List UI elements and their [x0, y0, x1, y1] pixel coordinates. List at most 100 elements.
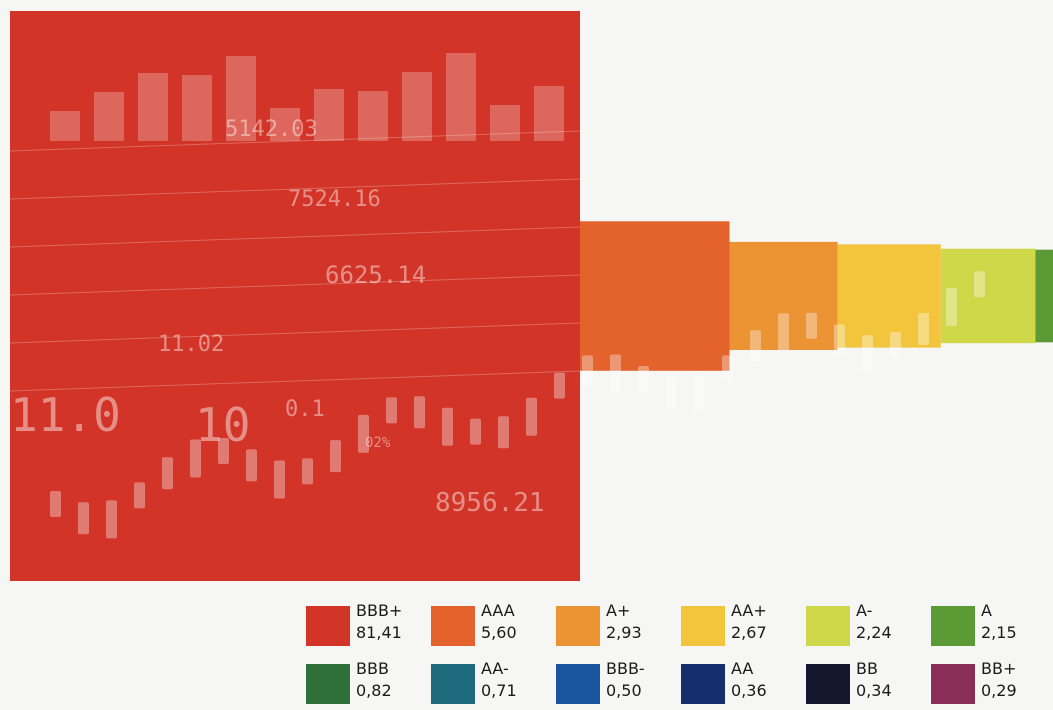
legend-label: A — [981, 601, 992, 620]
decor-bar — [270, 108, 300, 141]
decor-bar — [314, 89, 344, 141]
legend-label: AA — [731, 659, 754, 678]
square-a-minusplus — [729, 241, 838, 350]
decor-line — [9, 226, 581, 248]
decor-candle — [190, 439, 201, 478]
decor-figure: 5142.03 — [225, 117, 318, 142]
decor-bar — [446, 53, 476, 141]
background-decoration: 5142.03 7524.16 6625.14 11.02 8956.21 11.0 10 0… — [9, 53, 985, 539]
legend-value: 0,50 — [606, 681, 642, 700]
decor-figure: 6625.14 — [325, 261, 426, 289]
decor-candle — [358, 414, 369, 453]
legend-value: 0,71 — [481, 681, 517, 700]
legend-swatch — [556, 606, 600, 646]
chart-area: 5142.03 7524.16 6625.14 11.02 8956.21 11.0 10 0… — [9, 11, 1053, 581]
legend-value: 81,41 — [356, 623, 402, 642]
decor-candle — [470, 418, 481, 445]
decor-candle — [246, 449, 257, 482]
legend-label: BBB- — [606, 659, 645, 678]
decor-candle — [134, 482, 145, 509]
legend-value: 2,93 — [606, 623, 642, 642]
decor-figure: 8956.21 — [435, 488, 545, 518]
legend-value: 2,67 — [731, 623, 767, 642]
decor-candle — [974, 271, 985, 298]
decor-bar — [94, 92, 124, 141]
legend-label: AA- — [481, 659, 509, 678]
decor-figure: 11.0 — [10, 388, 121, 442]
legend-label: A+ — [606, 601, 631, 620]
legend-value: 0,82 — [356, 681, 392, 700]
decor-line — [9, 370, 581, 392]
legend-text: AAA 5,60 — [481, 600, 517, 644]
decor-candle — [694, 374, 705, 413]
legend-value: 0,34 — [856, 681, 892, 700]
legend-swatch — [556, 664, 600, 704]
square-aa-minusplus — [837, 244, 941, 348]
legend-swatch — [431, 664, 475, 704]
decor-candle — [50, 491, 61, 517]
decor-line — [9, 274, 581, 296]
legend-item: A- 2,24 — [806, 600, 931, 650]
decor-candle — [834, 324, 845, 357]
legend-item: BB 0,34 — [806, 658, 931, 708]
legend-item: AAA 5,60 — [431, 600, 556, 650]
decor-candle — [106, 500, 117, 539]
legend-text: A+ 2,93 — [606, 600, 642, 644]
decor-bar — [402, 72, 432, 141]
legend-item: AA+ 2,67 — [681, 600, 806, 650]
legend-item: BBB 0,82 — [306, 658, 431, 708]
decor-bar — [138, 73, 168, 141]
legend-swatch — [681, 606, 725, 646]
legend-item: A+ 2,93 — [556, 600, 681, 650]
legend-text: A 2,15 — [981, 600, 1017, 644]
legend-swatch — [681, 664, 725, 704]
decor-line — [9, 178, 581, 200]
legend-swatch — [931, 664, 975, 704]
legend-item: AA- 0,71 — [431, 658, 556, 708]
legend: BBB+ 81,41 AAA 5,60 A+ 2,93 AA+ 2,67 A- 2,24 A 2,15… — [306, 600, 1053, 710]
legend-item: BBB+ 81,41 — [306, 600, 431, 650]
decor-candle — [330, 440, 341, 473]
decor-candle — [218, 437, 229, 464]
decor-candle — [498, 416, 509, 449]
decor-candle — [610, 354, 621, 393]
legend-value: 2,15 — [981, 623, 1017, 642]
decor-candle — [582, 355, 593, 388]
legend-label: BBB+ — [356, 601, 403, 620]
decor-candle — [638, 366, 649, 393]
square-bbb-minusplus — [10, 11, 580, 581]
legend-swatch — [306, 606, 350, 646]
legend-text: AA 0,36 — [731, 658, 767, 702]
decor-candle — [806, 312, 817, 339]
legend-text: AA+ 2,67 — [731, 600, 767, 644]
legend-label: BBB — [356, 659, 389, 678]
decor-line — [9, 130, 581, 152]
decor-candle — [162, 457, 173, 490]
squares-group — [10, 11, 1053, 581]
decor-candle — [722, 355, 733, 382]
decor-candle — [442, 407, 453, 446]
legend-swatch — [806, 606, 850, 646]
decor-figure: 10 — [195, 398, 250, 452]
legend-label: A- — [856, 601, 873, 620]
decor-bar — [50, 111, 80, 141]
legend-item: BBB- 0,50 — [556, 658, 681, 708]
legend-value: 2,24 — [856, 623, 892, 642]
legend-text: BBB+ 81,41 — [356, 600, 402, 644]
decor-candle — [274, 460, 285, 499]
decor-bar — [182, 75, 212, 141]
decor-candle — [554, 372, 565, 399]
decor-candle — [862, 335, 873, 374]
decor-candle — [918, 313, 929, 346]
square-a-minus — [940, 248, 1036, 344]
legend-label: BB+ — [981, 659, 1017, 678]
decor-candle — [386, 397, 397, 424]
legend-value: 0,36 — [731, 681, 767, 700]
decor-candle — [750, 330, 761, 363]
legend-label: AA+ — [731, 601, 767, 620]
legend-item: BB+ 0,29 — [931, 658, 1053, 708]
decor-bar — [534, 86, 564, 141]
legend-text: BB 0,34 — [856, 658, 892, 702]
decor-candle — [78, 502, 89, 535]
decor-figure: 0.1 — [285, 397, 325, 422]
